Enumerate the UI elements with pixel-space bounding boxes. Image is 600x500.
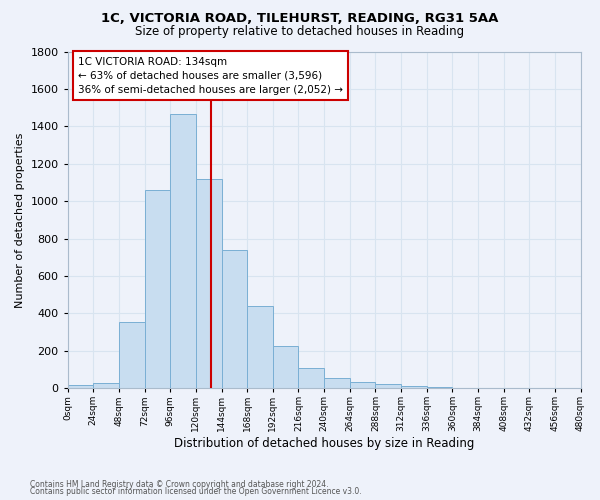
Bar <box>247 306 273 388</box>
Bar <box>401 386 427 388</box>
Text: Size of property relative to detached houses in Reading: Size of property relative to detached ho… <box>136 25 464 38</box>
Text: Contains public sector information licensed under the Open Government Licence v3: Contains public sector information licen… <box>30 487 362 496</box>
Y-axis label: Number of detached properties: Number of detached properties <box>15 132 25 308</box>
Text: 1C VICTORIA ROAD: 134sqm
← 63% of detached houses are smaller (3,596)
36% of sem: 1C VICTORIA ROAD: 134sqm ← 63% of detach… <box>78 56 343 94</box>
X-axis label: Distribution of detached houses by size in Reading: Distribution of detached houses by size … <box>174 437 474 450</box>
Bar <box>324 378 350 388</box>
Bar <box>427 387 452 388</box>
Bar <box>273 346 298 388</box>
Bar <box>119 322 145 388</box>
Bar <box>145 190 170 388</box>
Text: 1C, VICTORIA ROAD, TILEHURST, READING, RG31 5AA: 1C, VICTORIA ROAD, TILEHURST, READING, R… <box>101 12 499 26</box>
Bar <box>94 382 119 388</box>
Bar <box>376 384 401 388</box>
Bar <box>350 382 376 388</box>
Bar <box>68 386 94 388</box>
Bar <box>298 368 324 388</box>
Text: Contains HM Land Registry data © Crown copyright and database right 2024.: Contains HM Land Registry data © Crown c… <box>30 480 329 489</box>
Bar <box>170 114 196 388</box>
Bar <box>221 250 247 388</box>
Bar <box>196 178 221 388</box>
